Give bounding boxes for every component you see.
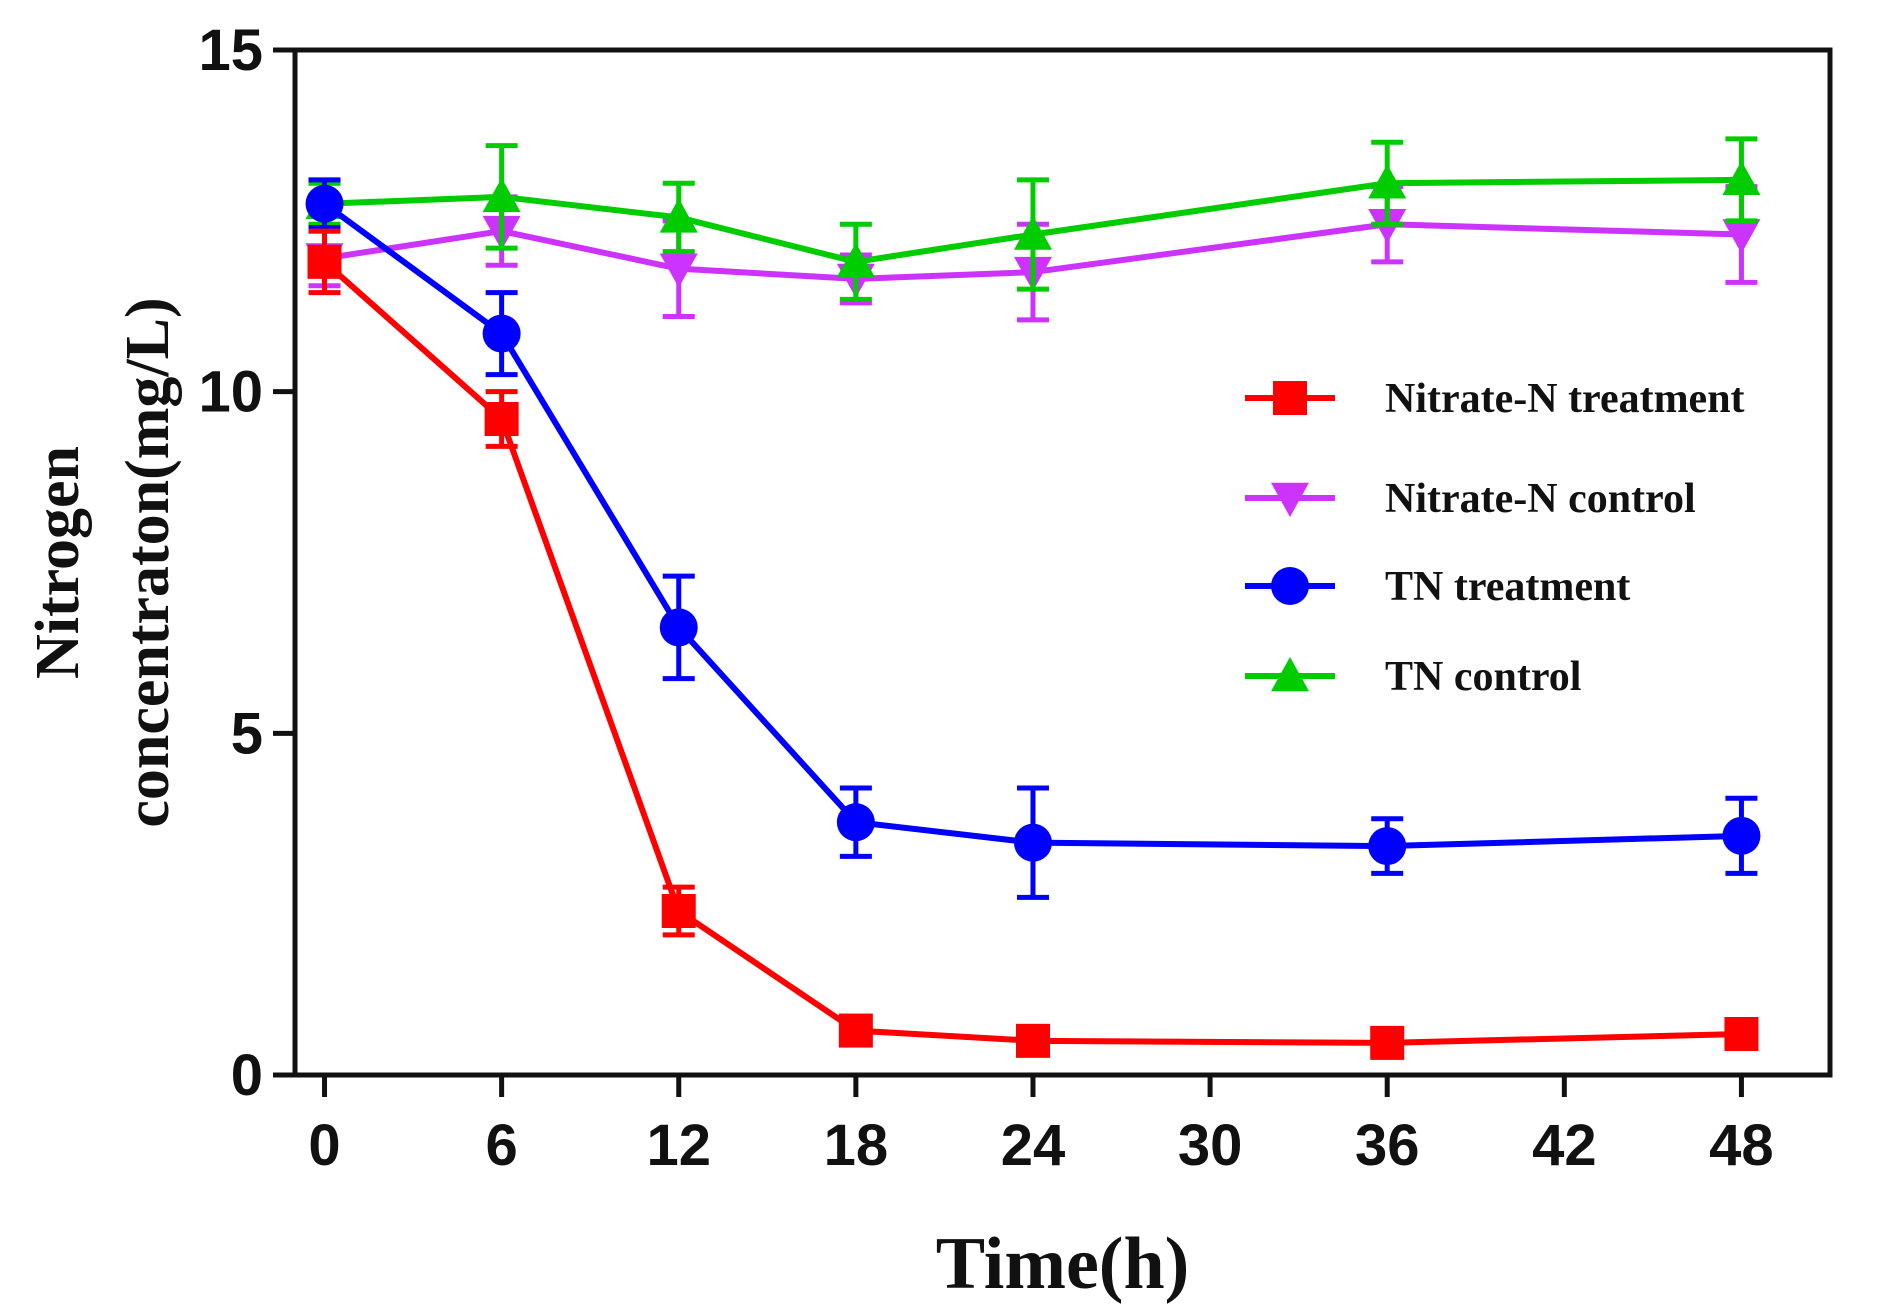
legend-item-nitrate-n-control: Nitrate-N control	[1245, 476, 1696, 522]
x-tick-label: 12	[646, 1113, 711, 1178]
data-point	[482, 314, 521, 353]
data-point	[1368, 827, 1407, 866]
legend-label: Nitrate-N treatment	[1385, 376, 1745, 422]
data-point	[1722, 816, 1761, 855]
y-tick-label: 15	[198, 18, 263, 83]
legend: Nitrate-N treatment Nitrate-N control TN t…	[1245, 376, 1745, 700]
x-tick-label: 48	[1709, 1113, 1774, 1178]
x-tick-label: 30	[1178, 1113, 1243, 1178]
series-tn-treatment	[305, 177, 1761, 900]
data-point	[1015, 1023, 1050, 1058]
data-point	[1368, 164, 1407, 199]
data-point	[1722, 160, 1761, 196]
y-axis-title-line1: Nitrogen	[24, 446, 92, 679]
plot-frame	[292, 47, 1833, 1078]
y-tick-label: 0	[231, 1043, 263, 1108]
legend-label: TN control	[1385, 654, 1581, 700]
x-axis-title: Time(h)	[936, 1223, 1190, 1305]
y-tick-label: 5	[231, 701, 263, 766]
series-layer	[305, 136, 1761, 1060]
legend-swatch-marker	[1273, 381, 1307, 415]
x-tick-label: 18	[824, 1113, 889, 1178]
data-point	[836, 803, 875, 842]
legend-label: TN treatment	[1385, 564, 1630, 610]
x-tick-label: 42	[1532, 1113, 1597, 1178]
data-point	[661, 894, 696, 928]
series-tn-control	[305, 136, 1761, 302]
x-tick-label: 36	[1355, 1113, 1420, 1178]
x-tick-label: 0	[308, 1113, 340, 1178]
x-tick-label: 24	[1001, 1113, 1066, 1178]
y-axis-title-line2: concentraton(mg/L)	[114, 297, 182, 827]
x-tick-label: 6	[486, 1113, 518, 1178]
legend-swatch-marker	[1271, 657, 1309, 692]
data-point	[307, 244, 342, 279]
legend-label: Nitrate-N control	[1385, 476, 1696, 522]
data-point	[1013, 215, 1052, 250]
data-point	[305, 184, 344, 223]
data-point	[482, 177, 521, 213]
data-point	[659, 608, 698, 647]
data-point	[484, 402, 519, 436]
legend-item-tn-treatment: TN treatment	[1245, 564, 1630, 610]
legend-swatch-marker	[1271, 567, 1309, 605]
legend-item-nitrate-n-treatment: Nitrate-N treatment	[1245, 376, 1745, 422]
data-point	[1724, 1017, 1759, 1051]
data-point	[1370, 1025, 1405, 1060]
data-point	[659, 198, 698, 233]
y-tick-label: 10	[198, 360, 263, 425]
legend-swatch-marker	[1271, 482, 1309, 517]
data-point	[1013, 823, 1052, 862]
data-point	[838, 1013, 873, 1048]
data-point	[836, 242, 875, 278]
series-nitrate-n-treatment	[307, 228, 1759, 1060]
legend-item-tn-control: TN control	[1245, 654, 1581, 700]
data-point	[659, 253, 698, 288]
axes: 0 5 10 15 0 6 12 18 24 30 36 42 48	[198, 18, 1833, 1178]
data-point	[1722, 219, 1761, 254]
